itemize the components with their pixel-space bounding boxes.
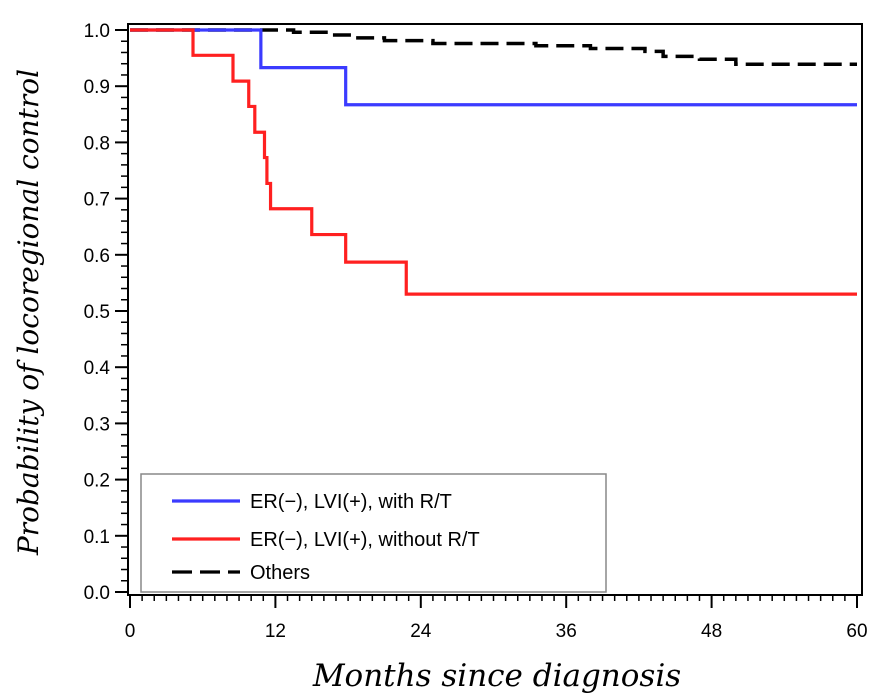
x-tick-label: 12 [265,621,286,642]
y-tick-label: 1.0 [84,21,110,42]
x-axis: 0 12 24 36 48 60 [125,595,868,642]
y-tick-label: 0.1 [84,527,110,548]
legend-label-0: ER(−), LVI(+), with R/T [250,491,452,513]
x-tick-label: 60 [846,621,867,642]
y-tick-label: 0.5 [84,302,110,323]
x-tick-label: 48 [701,621,722,642]
y-tick-label: 0.4 [84,358,111,379]
y-tick-label: 0.9 [84,77,110,98]
y-tick-label: 0.8 [84,133,110,154]
y-axis-title: Probability of locoregional control [12,69,45,556]
y-tick-label: 0.6 [84,246,110,267]
series-line-2 [130,28,857,67]
legend: ER(−), LVI(+), with R/T ER(−), LVI(+), wi… [140,473,607,593]
legend-label-2: Others [250,562,310,584]
y-axis: 0.0 0.1 0.2 0.3 0.4 0.5 0.6 0.7 0.8 0.9 1.0 [84,21,128,604]
x-tick-label: 0 [125,621,136,642]
legend-label-1: ER(−), LVI(+), without R/T [250,529,480,551]
y-tick-label: 0.3 [84,414,110,435]
plot-frame [127,23,863,596]
x-axis-title: Months since diagnosis [312,658,681,694]
y-tick-label: 0.2 [84,471,110,492]
x-tick-label: 36 [556,621,577,642]
series-line-1 [130,28,857,296]
x-tick-label: 24 [410,621,432,642]
series-line-0 [130,28,857,107]
y-tick-label: 0.7 [84,190,110,211]
minor-ticks [121,40,846,601]
y-tick-label: 0.0 [84,583,110,604]
series-group [130,28,857,296]
plot-area [127,23,863,596]
